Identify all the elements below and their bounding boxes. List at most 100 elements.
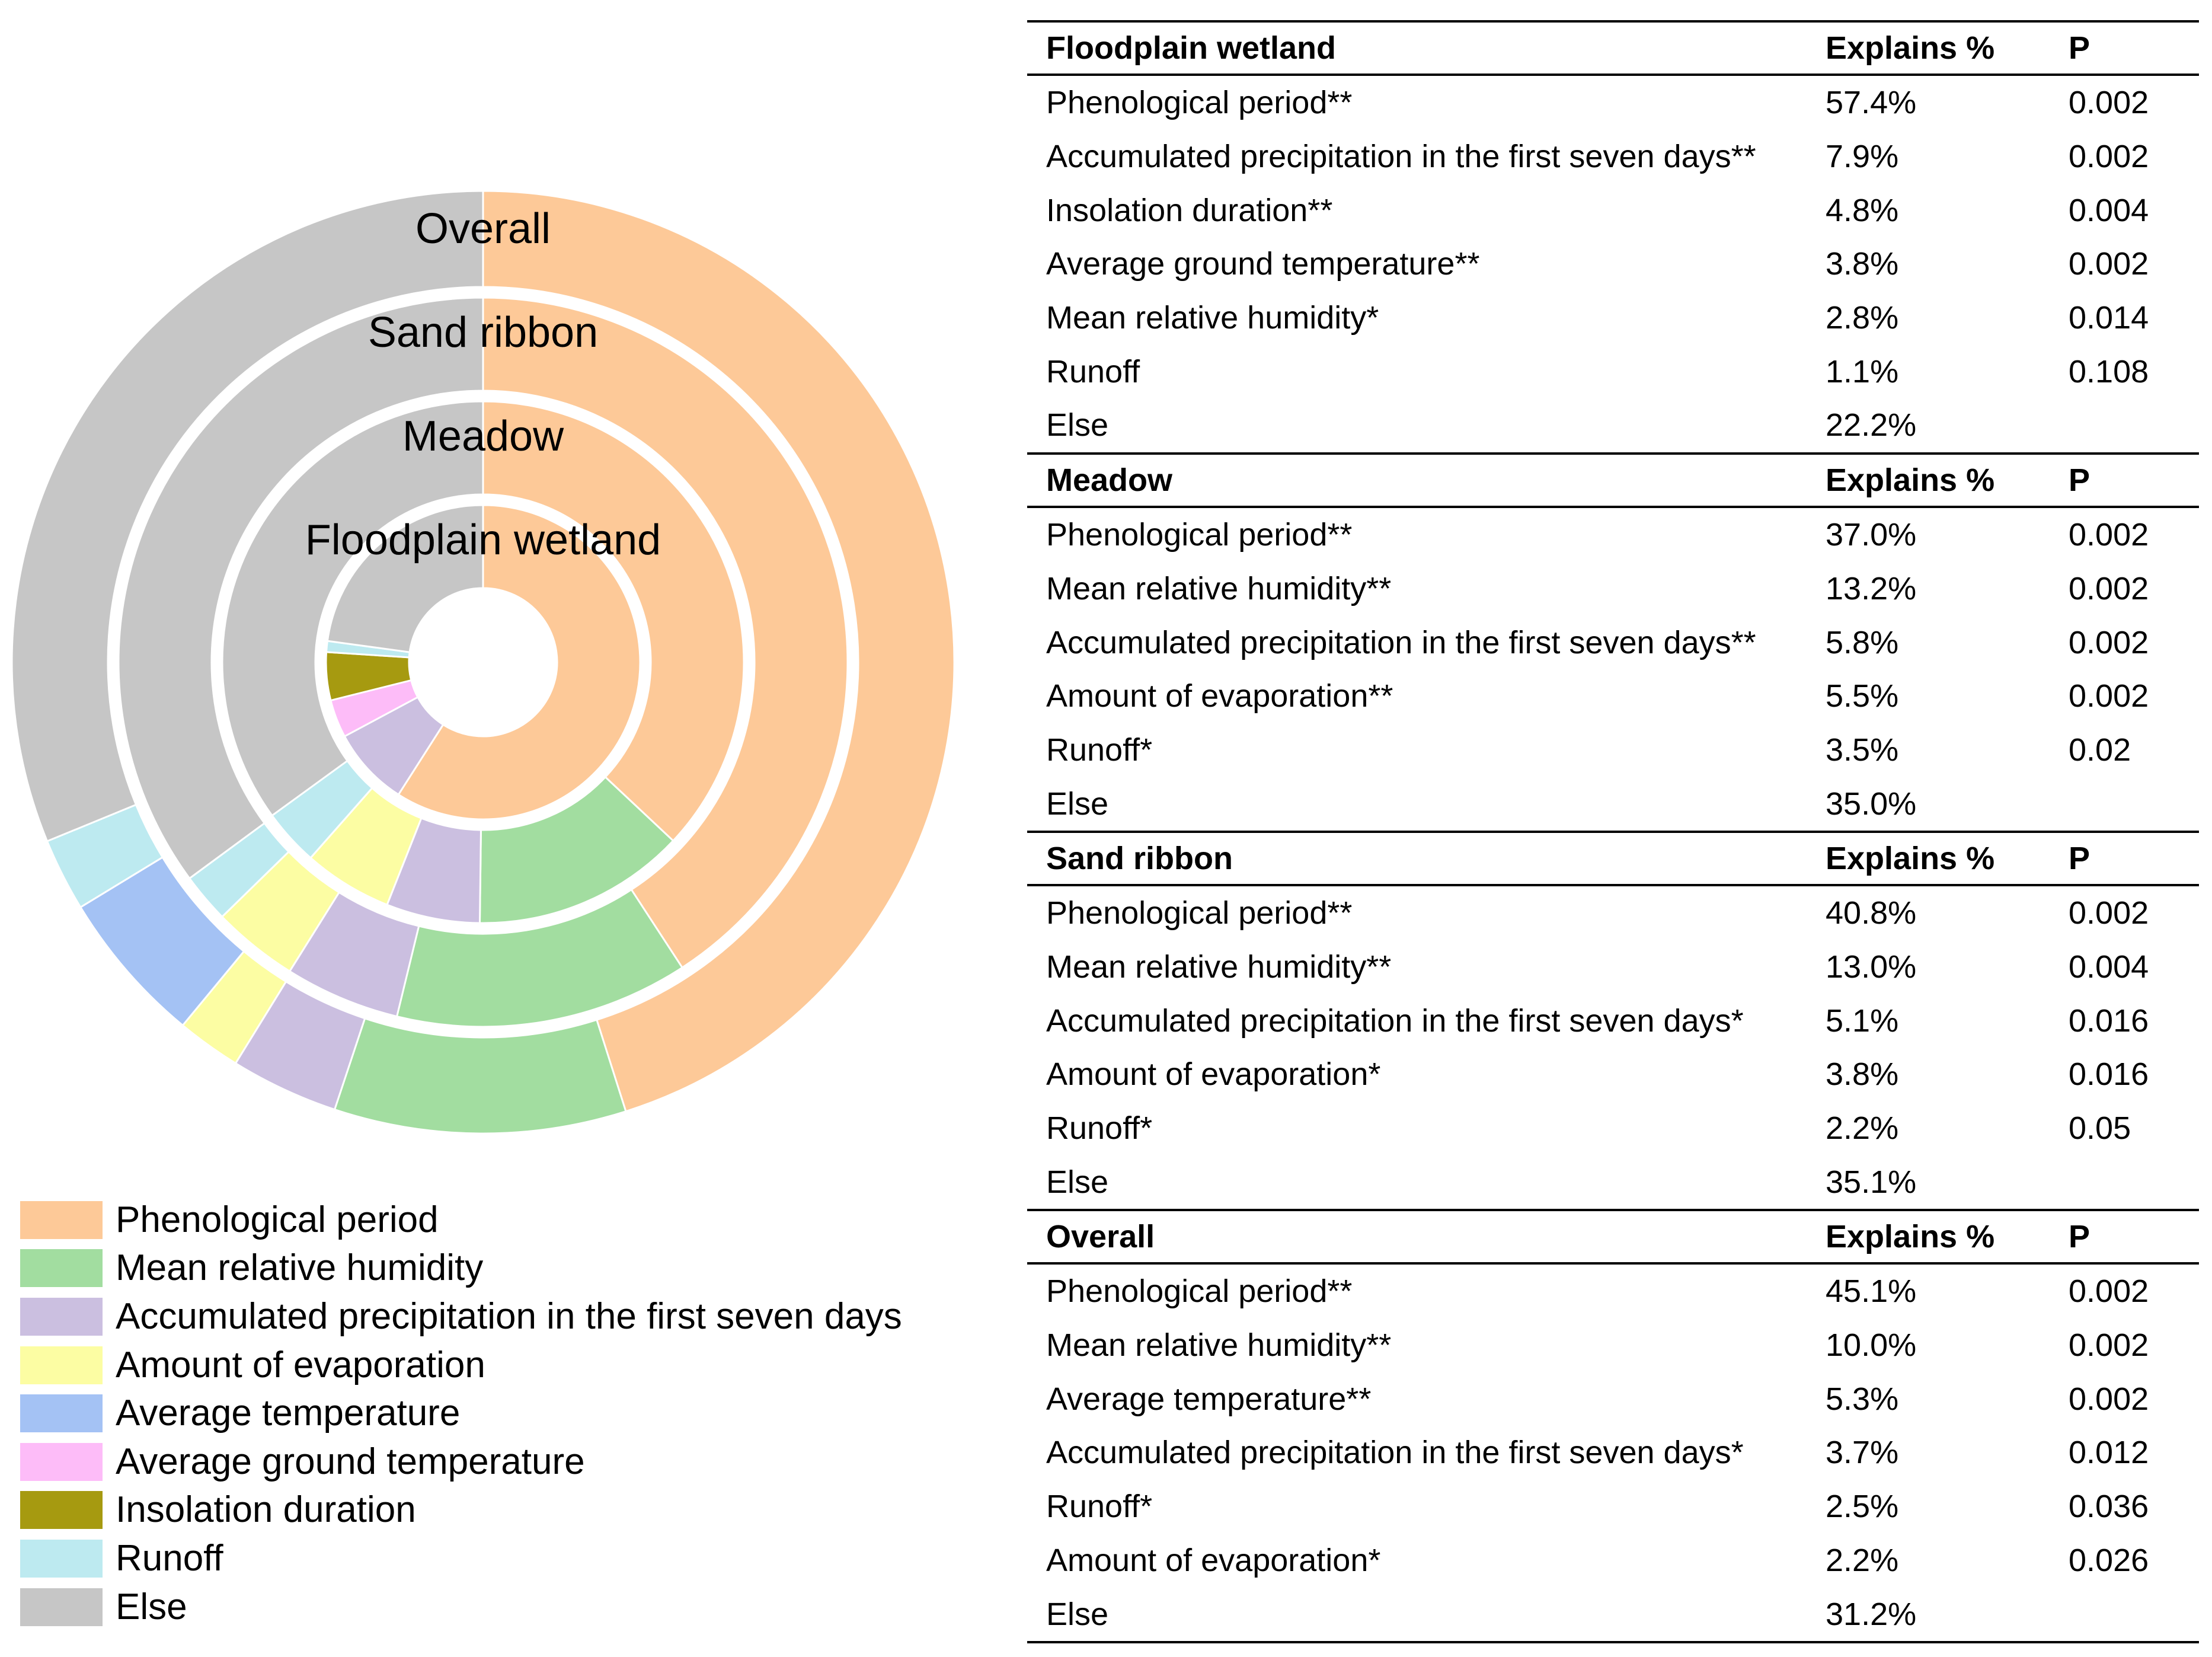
legend-swatch-phenological-period [20,1201,103,1239]
column-header-p: P [2069,452,2199,508]
legend-label: Average ground temperature [116,1441,585,1482]
legend-item: Insolation duration [20,1486,992,1535]
segment-meadow-phenological-period [482,400,745,842]
ring-label-meadow: Meadow [402,413,564,460]
table-row: Amount of evaporation* 3.8% 0.016 [1027,1048,2199,1102]
table-header-row: Floodplain wetland Explains % P [1027,20,2199,76]
explains-cell: 10.0% [1826,1327,1917,1364]
legend-label: Average temperature [116,1393,461,1434]
factor-cell: Runoff* [1046,1489,1153,1525]
segment-floodplain-wetland-else [326,504,484,653]
legend-item: Accumulated precipitation in the first s… [20,1292,992,1341]
table-title: Meadow [1027,452,1826,508]
legend-swatch-mean-relative-humidity [20,1249,103,1288]
legend-label: Amount of evaporation [116,1344,485,1385]
explains-cell: 2.2% [1826,1542,1899,1578]
factor-cell: Amount of evaporation* [1046,1542,1381,1578]
factor-cell: Phenological period** [1046,1273,1353,1310]
column-header-explains: Explains % [1826,1209,2069,1265]
table-row: Amount of evaporation** 5.5% 0.002 [1027,669,2199,723]
column-header-p: P [2069,830,2199,886]
factor-cell: Runoff* [1046,732,1153,768]
legend-item: Amount of evaporation [20,1341,992,1390]
table-row: Runoff* 2.2% 0.05 [1027,1102,2199,1155]
p-value-cell: 0.016 [2069,1002,2149,1039]
explains-cell: 1.1% [1826,353,1899,389]
factor-cell: Mean relative humidity* [1046,300,1379,336]
ring-labels: Floodplain wetland Meadow Sand ribbon Overa… [305,205,661,564]
table-row: Accumulated precipitation in the first s… [1027,994,2199,1048]
explains-cell: 40.8% [1826,895,1917,931]
ring-label-sand-ribbon: Sand ribbon [368,309,598,356]
legend-swatch-average-temperature [20,1394,103,1433]
table-row: Insolation duration** 4.8% 0.004 [1027,183,2199,237]
factor-cell: Average temperature** [1046,1381,1372,1417]
legend-swatch-insolation-duration [20,1491,103,1530]
factor-cell: Accumulated precipitation in the first s… [1046,624,1756,660]
table-row: Mean relative humidity** 13.0% 0.004 [1027,940,2199,994]
table-header-row: Meadow Explains % P [1027,452,2199,508]
explains-cell: 31.2% [1826,1596,1917,1632]
legend-label: Runoff [116,1537,223,1579]
legend-swatch-else [20,1588,103,1626]
table-title: Sand ribbon [1027,830,1826,886]
p-value-cell: 0.05 [2069,1110,2131,1147]
p-value-cell: 0.108 [2069,353,2149,389]
legend-swatch-amount-of-evaporation [20,1346,103,1384]
table-row: Else 35.1% [1027,1155,2199,1209]
explains-cell: 3.8% [1826,1056,1899,1093]
factor-cell: Average ground temperature** [1046,246,1480,282]
table-sand-ribbon: Sand ribbon Explains % P Phenological perio… [1027,830,2199,1209]
p-value-cell: 0.016 [2069,1056,2149,1093]
factor-cell: Insolation duration** [1046,192,1333,228]
donut-chart: Floodplain wetland Meadow Sand ribbon Overa… [11,190,955,1135]
factor-cell: Accumulated precipitation in the first s… [1046,139,1756,175]
table-title: Floodplain wetland [1027,20,1826,76]
legend: Phenological period Mean relative humidit… [20,1196,992,1631]
segment-overall-else [11,190,484,842]
legend-label: Else [116,1586,187,1627]
legend-swatch-average-ground-temperature [20,1442,103,1481]
p-value-cell [2069,398,2199,452]
p-value-cell: 0.036 [2069,1489,2149,1525]
table-row: Mean relative humidity** 13.2% 0.002 [1027,562,2199,616]
factor-cell: Runoff* [1046,1110,1153,1147]
explains-cell: 3.7% [1826,1435,1899,1471]
legend-label: Phenological period [116,1199,439,1240]
p-value-cell: 0.002 [2069,678,2149,714]
factor-cell: Amount of evaporation** [1046,678,1393,714]
segment-overall-mean-relative-humidity [333,1017,627,1135]
explains-cell: 7.9% [1826,139,1899,175]
table-row: Amount of evaporation* 2.2% 0.026 [1027,1534,2199,1588]
table-header-row: Overall Explains % P [1027,1209,2199,1265]
table-row: Mean relative humidity* 2.8% 0.014 [1027,291,2199,345]
table-title: Overall [1027,1209,1826,1265]
explains-cell: 13.0% [1826,949,1917,985]
legend-swatch-accumulated-precipitation-in-the-first-seven-days [20,1297,103,1336]
column-header-explains: Explains % [1826,20,2069,76]
factor-cell: Phenological period** [1046,895,1353,931]
table-row: Else 22.2% [1027,398,2199,452]
table-floodplain-wetland: Floodplain wetland Explains % P Phenologica… [1027,20,2199,452]
explains-cell: 57.4% [1826,85,1917,121]
explains-cell: 2.2% [1826,1110,1899,1147]
column-header-p: P [2069,1209,2199,1265]
p-value-cell [2069,777,2199,831]
column-header-p: P [2069,20,2199,76]
column-header-explains: Explains % [1826,830,2069,886]
explains-cell: 35.0% [1826,786,1917,822]
p-value-cell: 0.004 [2069,192,2149,228]
p-value-cell: 0.026 [2069,1542,2149,1578]
table-row: Phenological period** 57.4% 0.002 [1027,75,2199,130]
p-value-cell: 0.002 [2069,139,2149,175]
p-value-cell [2069,1587,2199,1641]
factor-cell: Else [1046,1164,1109,1200]
explains-cell: 5.5% [1826,678,1899,714]
explains-cell: 45.1% [1826,1273,1917,1310]
p-value-cell: 0.004 [2069,949,2149,985]
segment-overall-phenological-period [482,190,955,1113]
explains-cell: 5.1% [1826,1002,1899,1039]
table-row: Accumulated precipitation in the first s… [1027,1426,2199,1480]
factor-cell: Else [1046,407,1109,443]
table-row: Average ground temperature** 3.8% 0.002 [1027,237,2199,291]
